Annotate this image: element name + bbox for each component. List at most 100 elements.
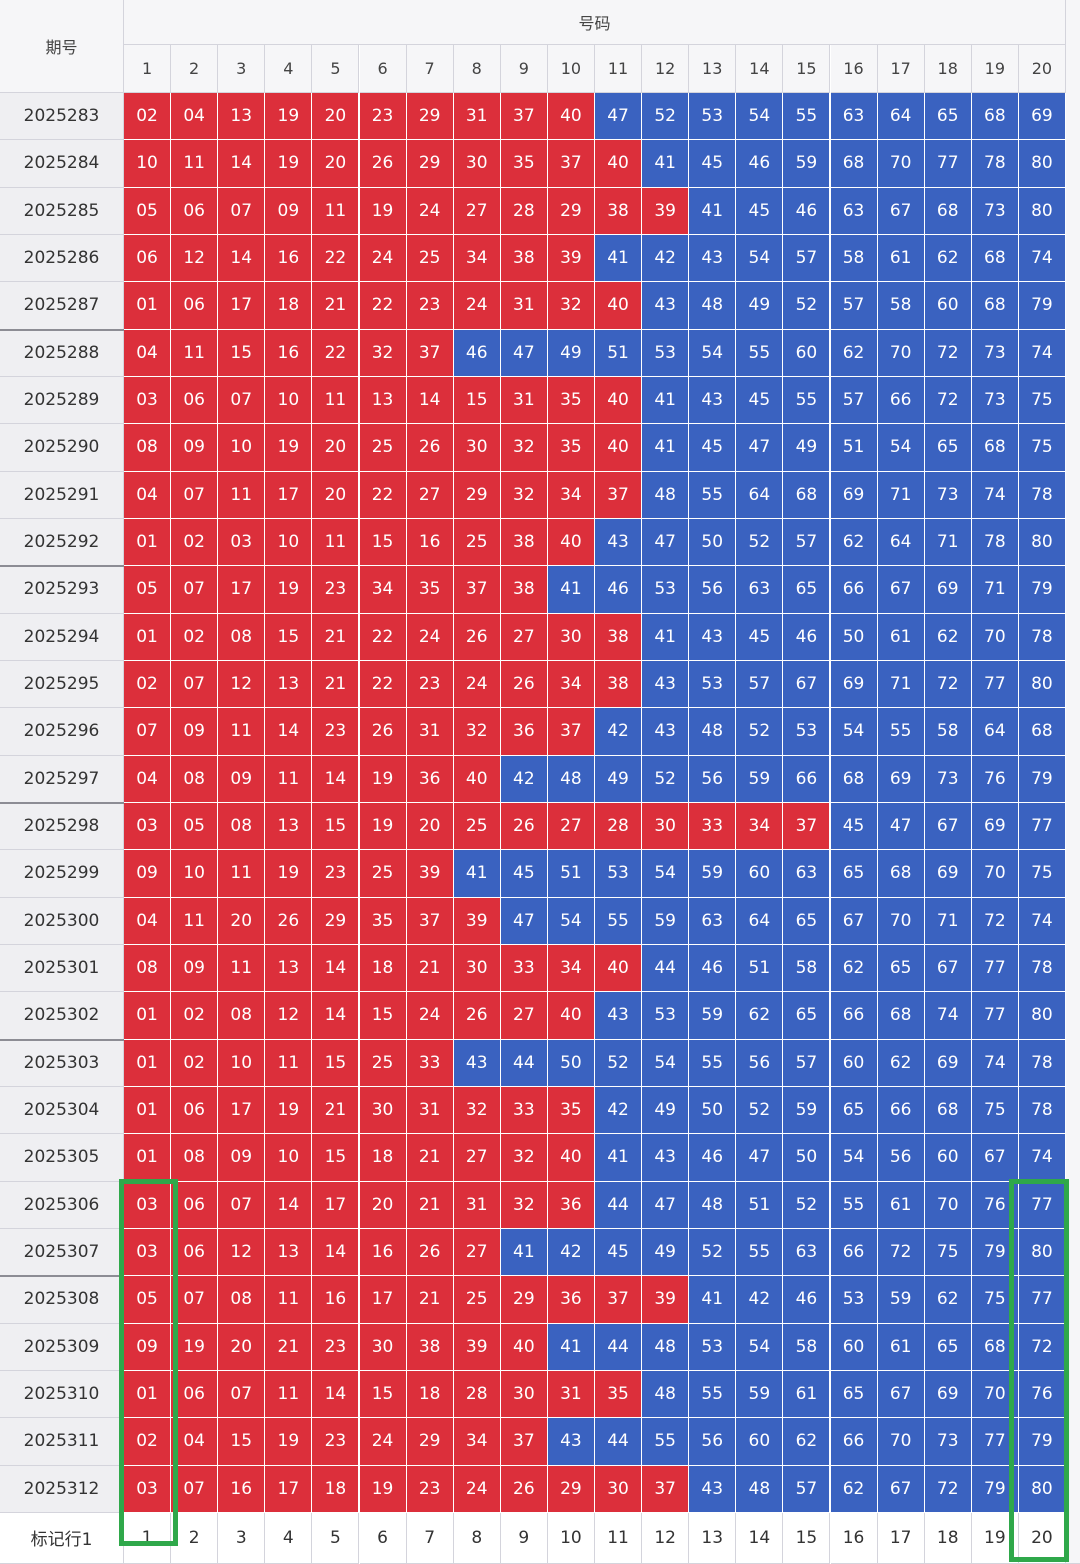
number-cell: 46 xyxy=(595,566,643,614)
number-cell: 06 xyxy=(171,187,219,235)
number-cell: 44 xyxy=(595,1418,643,1466)
number-cell: 69 xyxy=(877,755,925,803)
number-cell: 16 xyxy=(265,234,313,283)
number-cell: 49 xyxy=(547,329,595,377)
column-header: 12 xyxy=(642,45,690,93)
number-cell: 67 xyxy=(783,660,831,709)
number-cell: 26 xyxy=(500,802,548,851)
number-cell: 13 xyxy=(265,802,313,851)
number-cell: 72 xyxy=(924,329,972,377)
number-cell: 65 xyxy=(783,566,831,614)
number-cell: 03 xyxy=(124,1465,172,1513)
number-cell: 77 xyxy=(1018,1181,1066,1229)
number-cell: 29 xyxy=(453,471,501,519)
number-cell: 49 xyxy=(736,282,784,330)
number-cell: 60 xyxy=(924,282,972,330)
number-cell: 70 xyxy=(971,850,1019,898)
number-cell: 44 xyxy=(595,1181,643,1229)
number-cell: 47 xyxy=(500,897,548,945)
number-cell: 06 xyxy=(171,1086,219,1135)
number-cell: 19 xyxy=(265,424,313,472)
number-cell: 44 xyxy=(500,1039,548,1087)
number-cell: 36 xyxy=(500,708,548,756)
number-cell: 49 xyxy=(783,424,831,472)
number-cell: 68 xyxy=(830,755,878,803)
number-cell: 41 xyxy=(595,234,643,283)
number-cell: 36 xyxy=(406,755,454,803)
number-cell: 17 xyxy=(218,1086,266,1135)
number-cell: 56 xyxy=(689,755,737,803)
number-cell: 77 xyxy=(971,992,1019,1040)
column-header: 7 xyxy=(406,45,454,93)
number-cell: 44 xyxy=(595,1323,643,1371)
number-cell: 48 xyxy=(642,1370,690,1419)
number-cell: 34 xyxy=(453,234,501,283)
number-cell: 69 xyxy=(924,566,972,614)
number-cell: 55 xyxy=(783,376,831,425)
number-cell: 68 xyxy=(830,140,878,188)
number-cell: 70 xyxy=(971,613,1019,661)
number-cell: 73 xyxy=(971,329,1019,377)
number-cell: 10 xyxy=(265,518,313,567)
number-cell: 80 xyxy=(1018,518,1066,567)
number-cell: 14 xyxy=(312,755,360,803)
number-cell: 05 xyxy=(124,1276,172,1324)
number-cell: 18 xyxy=(406,1370,454,1419)
period-cell: 2025311 xyxy=(0,1418,124,1466)
number-cell: 08 xyxy=(171,1134,219,1182)
number-cell: 15 xyxy=(218,329,266,377)
number-cell: 01 xyxy=(124,1134,172,1182)
number-cell: 21 xyxy=(406,1276,454,1324)
number-cell: 65 xyxy=(783,897,831,945)
number-cell: 30 xyxy=(595,1465,643,1513)
number-cell: 63 xyxy=(736,566,784,614)
number-cell: 70 xyxy=(877,897,925,945)
number-cell: 55 xyxy=(595,897,643,945)
column-header: 9 xyxy=(500,45,548,93)
number-cell: 20 xyxy=(312,93,360,141)
number-cell: 16 xyxy=(312,1276,360,1324)
number-cell: 49 xyxy=(642,1228,690,1277)
number-cell: 53 xyxy=(830,1276,878,1324)
number-cell: 78 xyxy=(1018,1086,1066,1135)
number-cell: 38 xyxy=(595,660,643,709)
number-cell: 64 xyxy=(971,708,1019,756)
number-cell: 41 xyxy=(595,1134,643,1182)
number-cell: 22 xyxy=(359,613,407,661)
number-cell: 10 xyxy=(218,1039,266,1087)
number-cell: 14 xyxy=(265,708,313,756)
number-cell: 35 xyxy=(406,566,454,614)
footer-cell: 16 xyxy=(830,1512,878,1564)
number-cell: 60 xyxy=(736,1418,784,1466)
number-cell: 11 xyxy=(265,1039,313,1087)
number-cell: 31 xyxy=(453,93,501,141)
number-cell: 29 xyxy=(406,1418,454,1466)
number-cell: 40 xyxy=(500,1323,548,1371)
number-cell: 09 xyxy=(218,755,266,803)
number-cell: 58 xyxy=(924,708,972,756)
number-cell: 19 xyxy=(265,566,313,614)
number-cell: 68 xyxy=(971,234,1019,283)
number-cell: 39 xyxy=(406,850,454,898)
number-cell: 65 xyxy=(830,1086,878,1135)
number-cell: 07 xyxy=(171,660,219,709)
number-cell: 80 xyxy=(1018,1228,1066,1277)
number-cell: 42 xyxy=(595,1086,643,1135)
number-cell: 37 xyxy=(500,93,548,141)
number-cell: 34 xyxy=(359,566,407,614)
number-cell: 77 xyxy=(971,944,1019,993)
number-cell: 38 xyxy=(595,613,643,661)
number-cell: 01 xyxy=(124,518,172,567)
footer-cell: 11 xyxy=(595,1512,643,1564)
number-cell: 76 xyxy=(971,755,1019,803)
number-cell: 13 xyxy=(265,1228,313,1277)
number-cell: 57 xyxy=(830,282,878,330)
number-cell: 29 xyxy=(547,1465,595,1513)
number-cell: 49 xyxy=(642,1086,690,1135)
number-cell: 23 xyxy=(312,850,360,898)
number-cell: 54 xyxy=(830,1134,878,1182)
number-cell: 32 xyxy=(500,1134,548,1182)
number-cell: 27 xyxy=(406,471,454,519)
number-cell: 17 xyxy=(218,566,266,614)
